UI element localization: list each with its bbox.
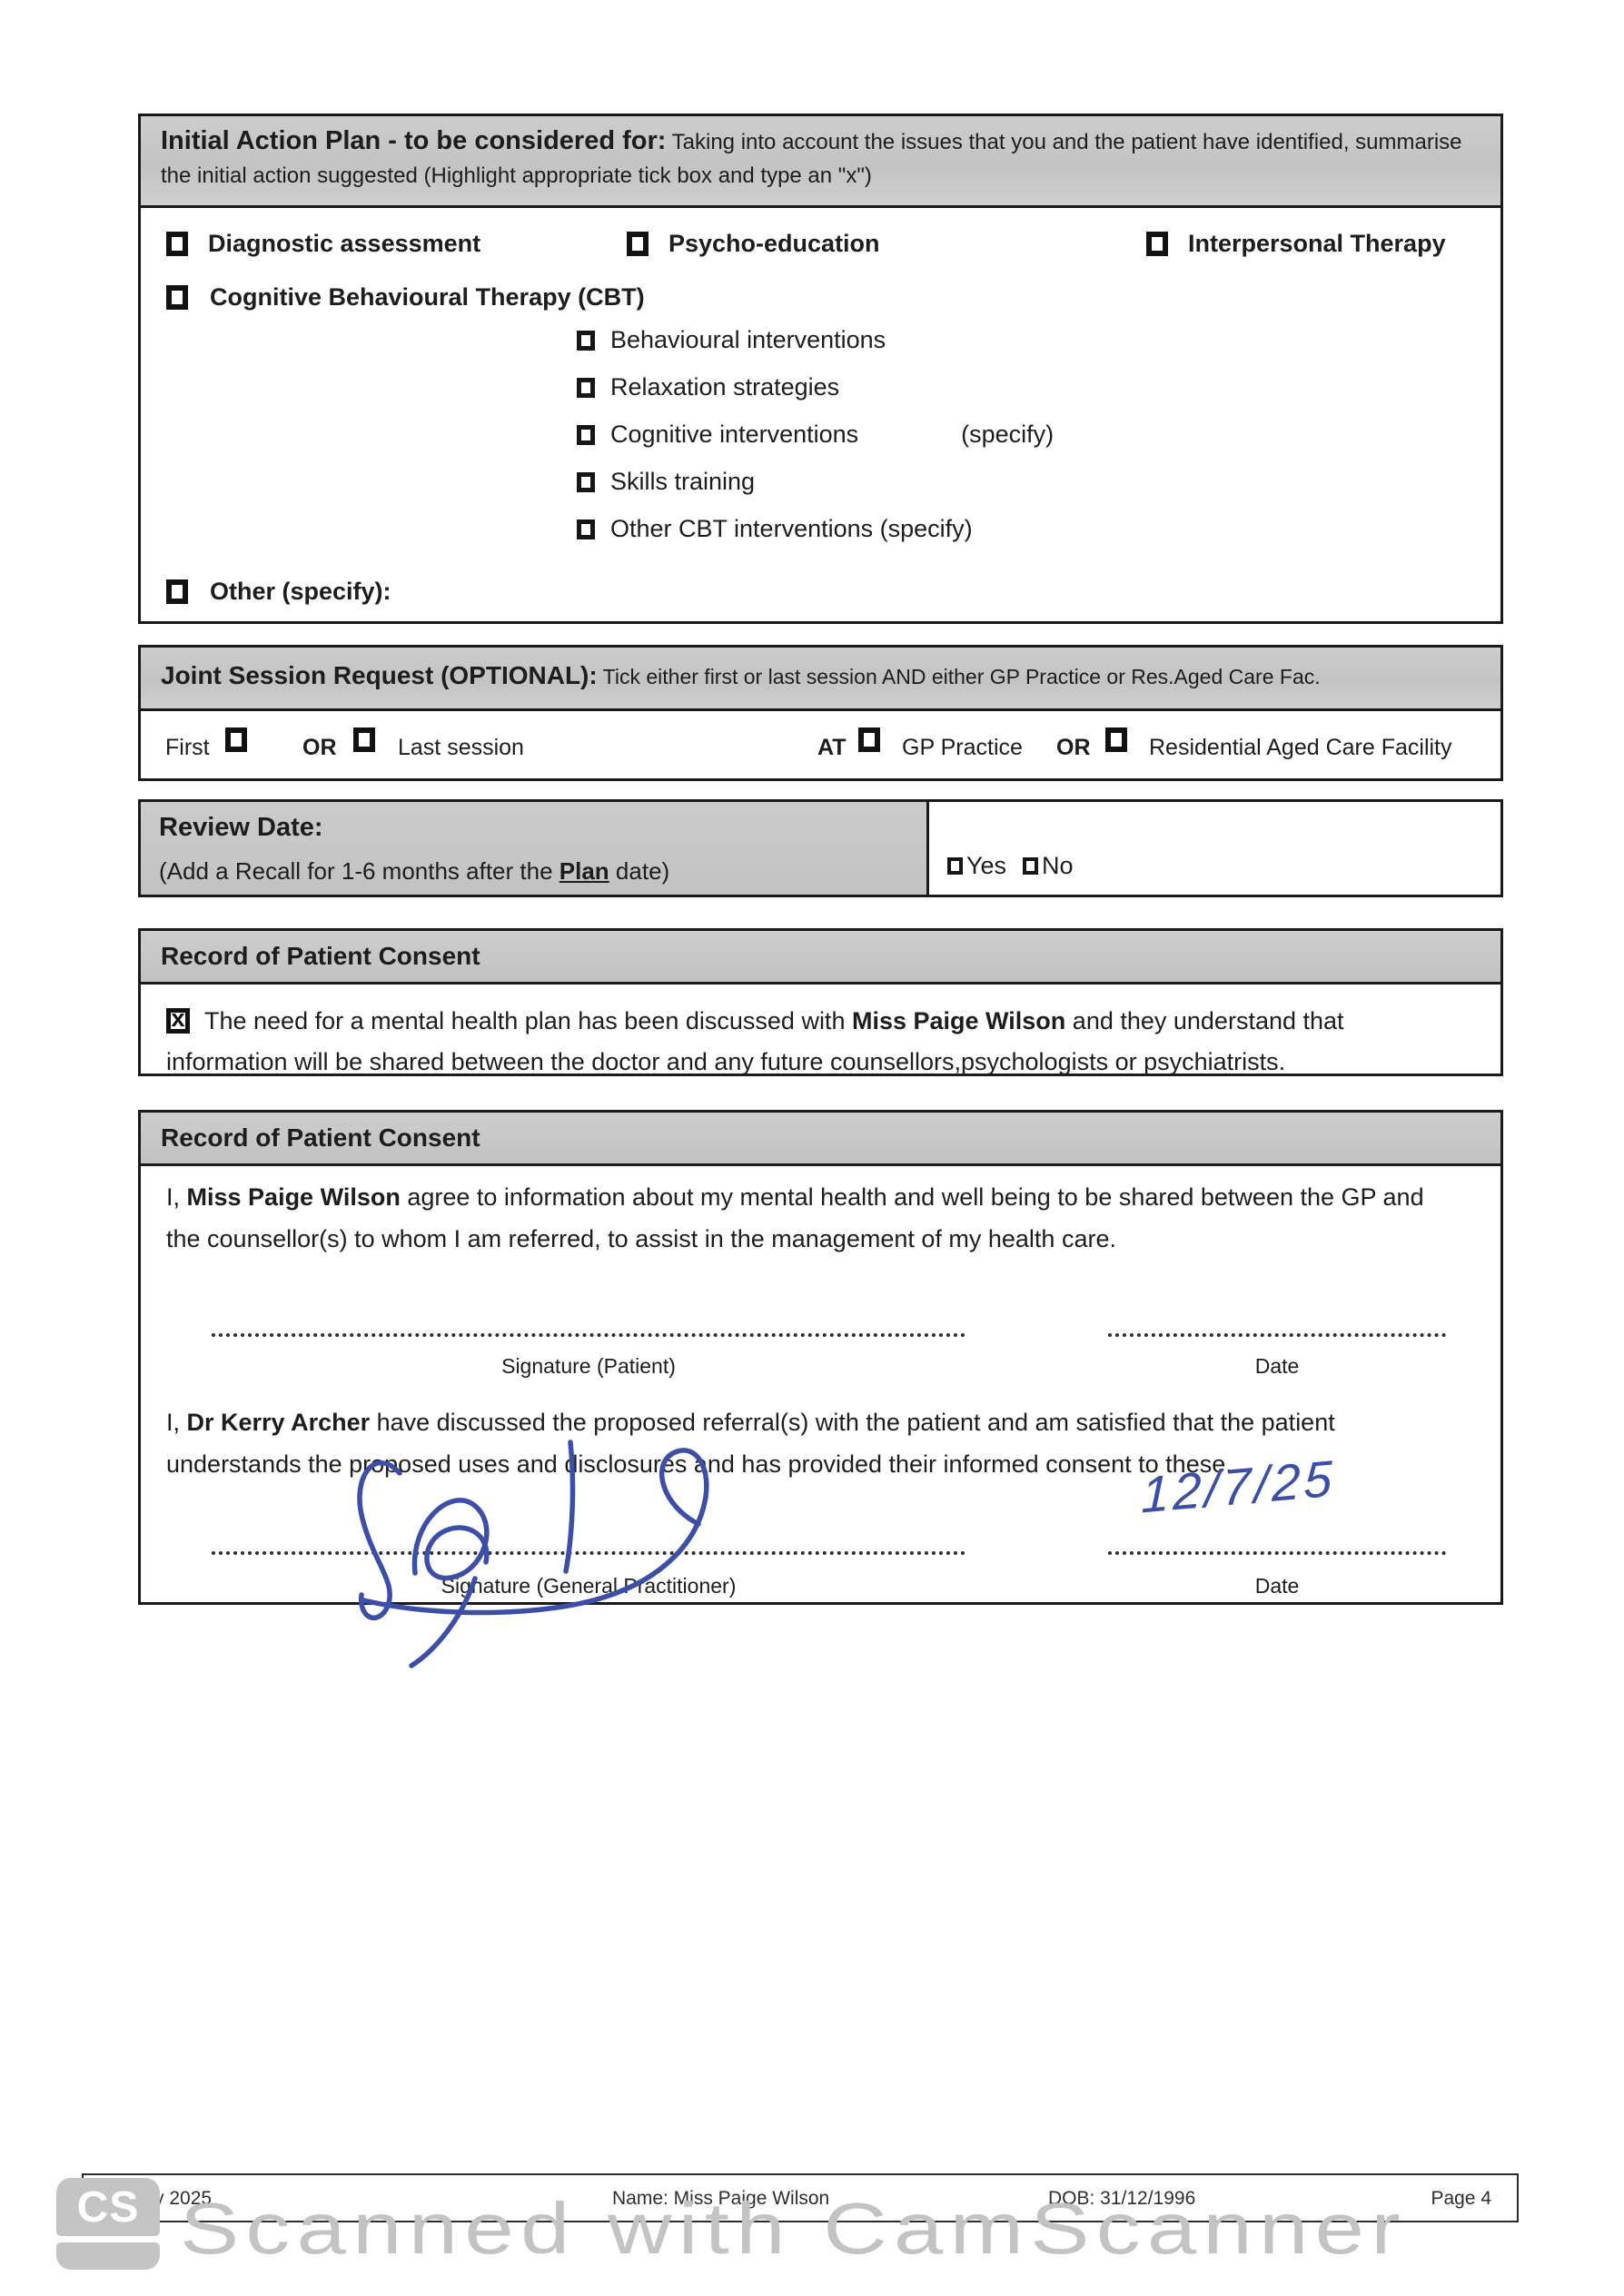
checkbox-icon[interactable] — [166, 285, 188, 310]
option-psycho-education[interactable]: Psycho-education — [627, 230, 1146, 258]
option-label: Behavioural interventions — [610, 326, 886, 353]
option-skills-training[interactable]: Skills training — [577, 468, 1500, 496]
section-title: Joint Session Request (OPTIONAL): — [161, 661, 598, 689]
first-label: First — [165, 735, 210, 760]
checkbox-icon[interactable] — [577, 471, 595, 492]
checkbox-icon[interactable] — [1146, 232, 1168, 256]
or-label: OR — [1056, 735, 1091, 760]
option-cognitive-interventions[interactable]: Cognitive interventions (specify) — [577, 421, 1500, 449]
initial-action-plan-section: Initial Action Plan - to be considered f… — [138, 114, 1503, 624]
option-label: Psycho-education — [668, 230, 880, 257]
review-date-answer-cell: Yes No — [929, 802, 1500, 895]
joint-session-header: Joint Session Request (OPTIONAL): Tick e… — [141, 648, 1500, 711]
checkbox-icon[interactable] — [1023, 857, 1039, 875]
gp-practice-checkbox[interactable] — [858, 727, 880, 752]
review-date-cell: Review Date: (Add a Recall for 1-6 month… — [141, 802, 929, 895]
checkbox-icon[interactable] — [166, 232, 188, 256]
date-label: Date — [1254, 1574, 1300, 1598]
camscanner-watermark-text: Scanned with CamScanner — [180, 2188, 1408, 2269]
checkbox-icon[interactable] — [577, 424, 595, 445]
gp-date-field[interactable] — [1108, 1551, 1446, 1555]
no-label: No — [1042, 852, 1074, 879]
gp-signature-field[interactable] — [212, 1551, 965, 1555]
option-relaxation-strategies[interactable]: Relaxation strategies — [577, 373, 1500, 401]
action-options-row: Diagnostic assessment Psycho-education I… — [141, 208, 1500, 258]
specify-hint: (specify) — [961, 421, 1055, 448]
option-label: Other CBT interventions (specify) — [610, 515, 973, 542]
footer-dob: DOB: 31/12/1996 — [1048, 2188, 1196, 2209]
checkbox-icon[interactable] — [627, 232, 649, 256]
section-subtitle: Tick either first or last session AND ei… — [597, 665, 1321, 688]
patient-name: Miss Paige Wilson — [186, 1183, 401, 1211]
consent-header: Record of Patient Consent — [141, 931, 1500, 985]
last-session-checkbox[interactable] — [353, 727, 375, 752]
checkbox-icon[interactable] — [577, 377, 595, 398]
review-date-note: (Add a Recall for 1-6 months after the P… — [159, 857, 670, 885]
footer-patient-name: Name: Miss Paige Wilson — [612, 2188, 830, 2209]
checkbox-icon[interactable] — [947, 857, 963, 875]
checkbox-icon[interactable] — [166, 579, 188, 604]
option-label: Relaxation strategies — [610, 373, 840, 401]
option-label: Skills training — [610, 468, 756, 495]
option-other-specify[interactable]: Other (specify): — [166, 578, 1500, 606]
option-label: Cognitive Behavioural Therapy (CBT) — [210, 283, 645, 311]
patient-date-field[interactable] — [1108, 1333, 1446, 1337]
gp-signature-label: Signature (General Practitioner) — [441, 1574, 737, 1598]
joint-session-request-section: Joint Session Request (OPTIONAL): Tick e… — [138, 645, 1503, 781]
option-label: Cognitive interventions — [610, 421, 859, 448]
option-label: Interpersonal Therapy — [1188, 230, 1446, 257]
camscanner-logo: CS — [56, 2178, 160, 2272]
option-behavioural-interventions[interactable]: Behavioural interventions — [577, 326, 1500, 354]
review-no-option[interactable]: No — [1023, 852, 1074, 880]
aged-care-checkbox[interactable] — [1105, 727, 1127, 752]
footer-page-number: Page 4 — [1431, 2188, 1491, 2209]
review-date-section: Review Date: (Add a Recall for 1-6 month… — [138, 799, 1503, 897]
review-yes-option[interactable]: Yes — [947, 852, 1006, 880]
consent-body: x The need for a mental health plan has b… — [166, 1004, 1344, 1075]
checkbox-icon[interactable] — [577, 330, 595, 351]
patient-signature-label: Signature (Patient) — [501, 1354, 676, 1378]
at-label: AT — [817, 735, 847, 760]
plan-emphasis: Plan — [559, 857, 609, 885]
first-session-checkbox[interactable] — [225, 727, 247, 752]
patient-consent-section-1: Record of Patient Consent x The need for … — [138, 928, 1503, 1076]
joint-session-options-row: First OR Last session AT GP Practice OR … — [141, 711, 1500, 784]
option-diagnostic-assessment[interactable]: Diagnostic assessment — [166, 230, 627, 258]
patient-consent-section-2: Record of Patient Consent I, Miss Paige … — [138, 1110, 1503, 1605]
camscanner-logo-base — [56, 2242, 160, 2270]
yes-label: Yes — [966, 852, 1007, 879]
cbt-sub-options: Behavioural interventions Relaxation str… — [577, 326, 1500, 543]
gp-name: Dr Kerry Archer — [186, 1409, 371, 1436]
last-session-label: Last session — [398, 735, 524, 760]
option-label: Other (specify): — [210, 578, 391, 605]
patient-signature-field[interactable] — [212, 1333, 965, 1337]
option-cbt[interactable]: Cognitive Behavioural Therapy (CBT) — [166, 283, 1500, 312]
patient-name: Miss Paige Wilson — [851, 1007, 1066, 1034]
option-label: Diagnostic assessment — [208, 230, 481, 257]
option-other-cbt-interventions[interactable]: Other CBT interventions (specify) — [577, 515, 1500, 543]
section-subtitle: Taking into account the issues that you … — [161, 130, 1462, 188]
date-label: Date — [1254, 1354, 1300, 1378]
camscanner-logo-letters: CS — [76, 2182, 140, 2232]
gp-practice-label: GP Practice — [902, 735, 1023, 760]
checkbox-icon[interactable] — [577, 519, 595, 539]
option-interpersonal-therapy[interactable]: Interpersonal Therapy — [1146, 230, 1500, 258]
consent-header: Record of Patient Consent — [141, 1113, 1500, 1166]
review-date-title: Review Date: — [159, 813, 323, 842]
section-title: Initial Action Plan - to be considered f… — [161, 126, 667, 155]
or-label: OR — [302, 735, 337, 760]
initial-action-plan-header: Initial Action Plan - to be considered f… — [141, 116, 1500, 208]
aged-care-label: Residential Aged Care Facility — [1149, 735, 1452, 760]
checked-checkbox-icon[interactable]: x — [166, 1004, 190, 1034]
patient-agreement-paragraph: I, Miss Paige Wilson agree to informatio… — [166, 1183, 1424, 1252]
